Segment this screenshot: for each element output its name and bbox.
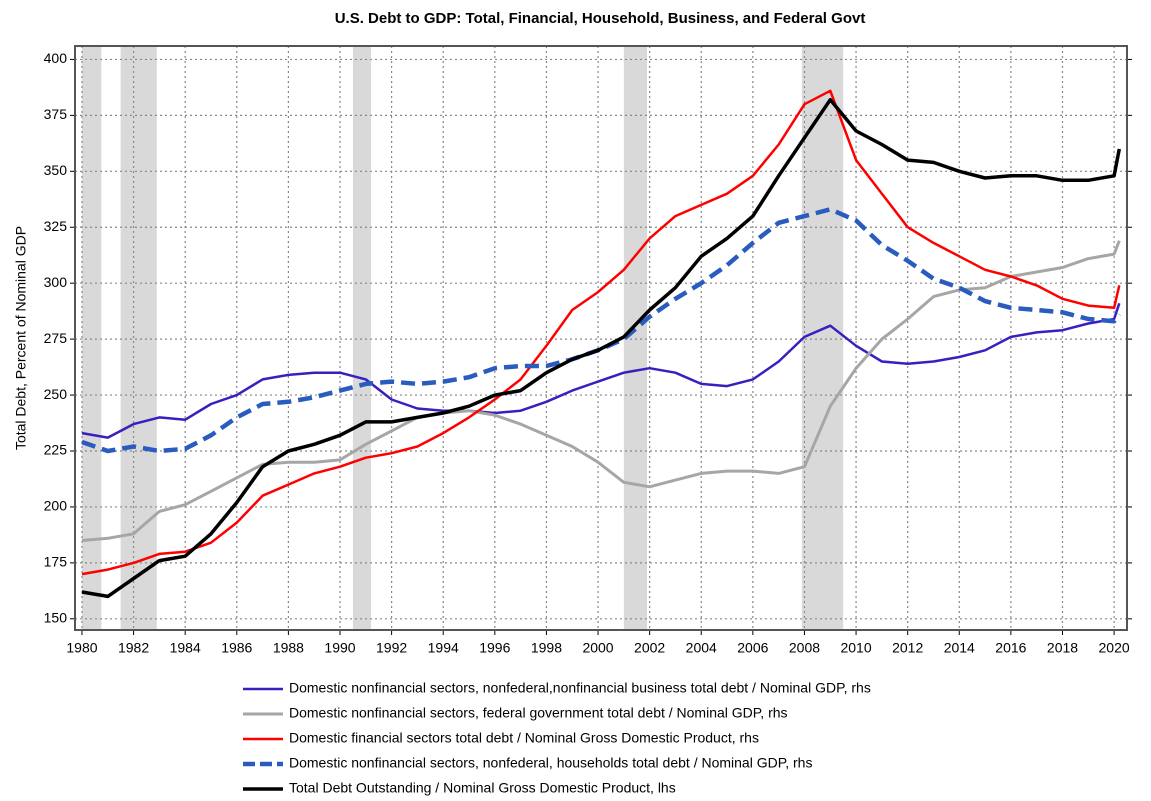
x-tick-label: 2004 bbox=[686, 640, 717, 656]
plot-frame bbox=[74, 45, 1128, 631]
y-tick-label: 275 bbox=[44, 330, 68, 346]
series-line bbox=[81, 240, 1121, 542]
legend-label: Domestic nonfinancial sectors, nonfedera… bbox=[289, 755, 812, 771]
x-tick-label: 1984 bbox=[170, 640, 201, 656]
x-tick-label: 2002 bbox=[634, 640, 665, 656]
x-tick-label: 1980 bbox=[66, 640, 97, 656]
x-tick-label: 2018 bbox=[1047, 640, 1078, 656]
legend-label: Domestic nonfinancial sectors, federal g… bbox=[289, 705, 788, 721]
x-tick-label: 1982 bbox=[118, 640, 149, 656]
legend-label: Domestic nonfinancial sectors, nonfedera… bbox=[289, 680, 871, 696]
recession-band bbox=[801, 46, 844, 630]
y-tick-label: 300 bbox=[44, 274, 68, 290]
legend-label: Domestic financial sectors total debt / … bbox=[289, 730, 759, 746]
x-tick-label: 2020 bbox=[1099, 640, 1130, 656]
x-tick-label: 1992 bbox=[376, 640, 407, 656]
y-tick-label: 175 bbox=[44, 554, 68, 570]
x-tick-label: 2016 bbox=[995, 640, 1026, 656]
series-line bbox=[81, 97, 1122, 599]
y-tick-label: 200 bbox=[44, 498, 68, 514]
series-line bbox=[81, 207, 1122, 454]
x-tick-label: 2008 bbox=[789, 640, 820, 656]
y-tick-label: 400 bbox=[44, 50, 68, 66]
chart-title: U.S. Debt to GDP: Total, Financial, Hous… bbox=[335, 10, 866, 27]
x-tick-label: 1986 bbox=[221, 640, 252, 656]
recession-band bbox=[81, 46, 102, 630]
x-tick-label: 2000 bbox=[582, 640, 613, 656]
x-tick-label: 2006 bbox=[737, 640, 768, 656]
x-tick-label: 2014 bbox=[944, 640, 975, 656]
recession-band bbox=[352, 46, 371, 630]
x-tick-label: 1990 bbox=[324, 640, 355, 656]
y-axis-label: Total Debt, Percent of Nominal GDP bbox=[13, 226, 29, 450]
x-tick-label: 2010 bbox=[840, 640, 871, 656]
y-tick-label: 375 bbox=[44, 106, 68, 122]
x-tick-label: 1988 bbox=[273, 640, 304, 656]
series-line bbox=[81, 89, 1121, 576]
x-tick-label: 1998 bbox=[531, 640, 562, 656]
y-tick-label: 250 bbox=[44, 386, 68, 402]
x-tick-label: 1996 bbox=[479, 640, 510, 656]
y-tick-label: 350 bbox=[44, 162, 68, 178]
y-tick-label: 325 bbox=[44, 218, 68, 234]
recession-band bbox=[120, 46, 157, 630]
x-tick-label: 2012 bbox=[892, 640, 923, 656]
y-tick-label: 225 bbox=[44, 442, 68, 458]
legend-label: Total Debt Outstanding / Nominal Gross D… bbox=[289, 780, 676, 796]
y-tick-label: 150 bbox=[44, 610, 68, 626]
x-tick-label: 1994 bbox=[428, 640, 459, 656]
series-line bbox=[81, 302, 1121, 439]
